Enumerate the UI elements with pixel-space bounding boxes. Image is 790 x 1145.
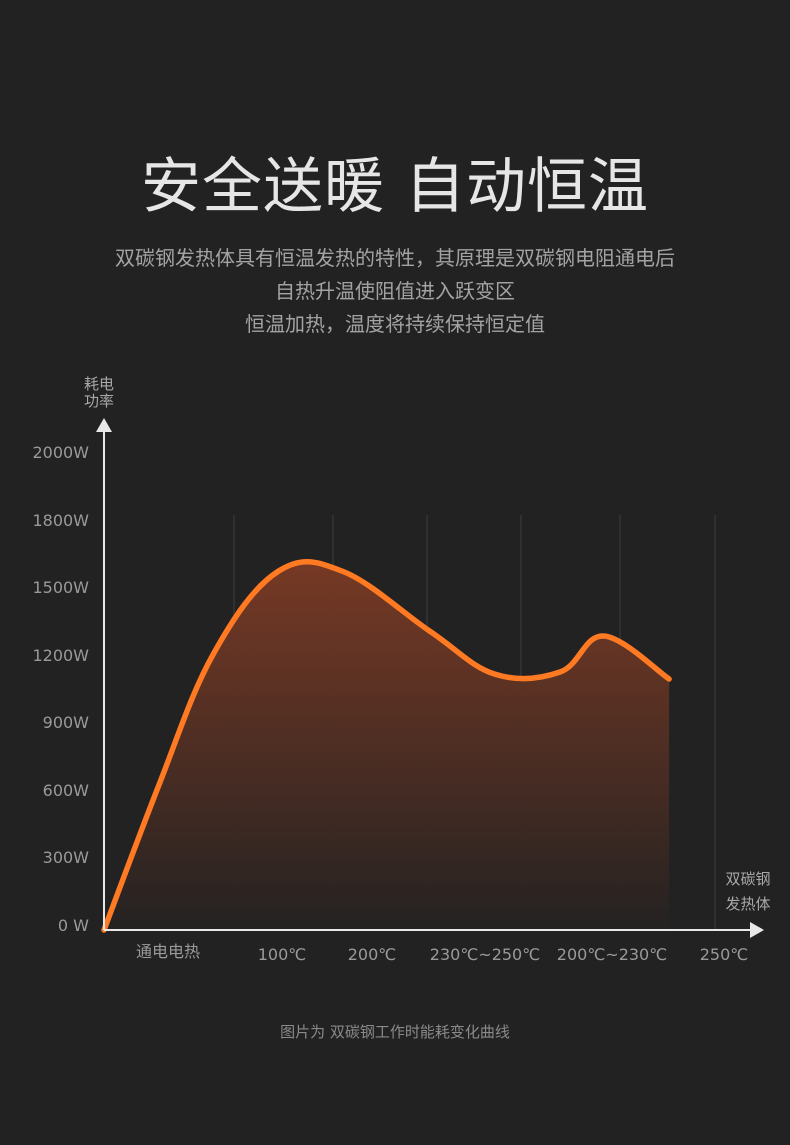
y-tick-label: 900W (43, 713, 90, 732)
chart-caption: 图片为 双碳钢工作时能耗变化曲线 (280, 1023, 510, 1041)
description-line: 恒温加热，温度将持续保持恒定值 (245, 312, 545, 336)
x-axis-title: 双碳钢 (725, 870, 770, 888)
y-axis-title: 功率 (84, 392, 114, 410)
description-line: 双碳钢发热体具有恒温发热的特性，其原理是双碳钢电阻通电后 (115, 246, 675, 270)
y-tick-label: 600W (43, 781, 90, 800)
x-tick-label: 通电电热 (136, 942, 200, 961)
series-line (101, 558, 672, 933)
x-axis-arrow (750, 922, 764, 938)
y-tick-label: 300W (43, 848, 90, 867)
area-fill (104, 561, 670, 930)
x-tick-label: 100℃ (258, 945, 307, 964)
y-axis-arrow (96, 418, 112, 432)
page-title: 安全送暖 自动恒温 (140, 152, 650, 222)
y-tick-label: 1800W (32, 511, 89, 530)
x-tick-labels: 通电电热 100℃ 200℃ 230℃~250℃ 200℃~230℃ 250℃ (136, 942, 748, 964)
y-axis-title: 耗电 (84, 375, 114, 393)
y-tick-label: 0 W (58, 916, 89, 935)
y-tick-label: 2000W (32, 443, 89, 462)
y-tick-label: 1500W (32, 578, 89, 597)
power-curve-chart: 0 W 300W 600W 900W 1200W 1500W 1800W 2000W 通电电热… (32, 375, 771, 964)
description: 双碳钢发热体具有恒温发热的特性，其原理是双碳钢电阻通电后 自热升温使阻值进入跃变… (0, 242, 790, 341)
x-tick-label: 230℃~250℃ (430, 945, 540, 964)
x-tick-label: 250℃ (700, 945, 749, 964)
axes (96, 418, 764, 938)
x-axis-title: 发热体 (725, 895, 770, 913)
x-tick-label: 200℃ (348, 945, 397, 964)
y-tick-label: 1200W (32, 646, 89, 665)
x-tick-label: 200℃~230℃ (557, 945, 667, 964)
y-tick-labels: 0 W 300W 600W 900W 1200W 1500W 1800W 2000W (32, 443, 89, 935)
description-line: 自热升温使阻值进入跃变区 (275, 279, 515, 303)
